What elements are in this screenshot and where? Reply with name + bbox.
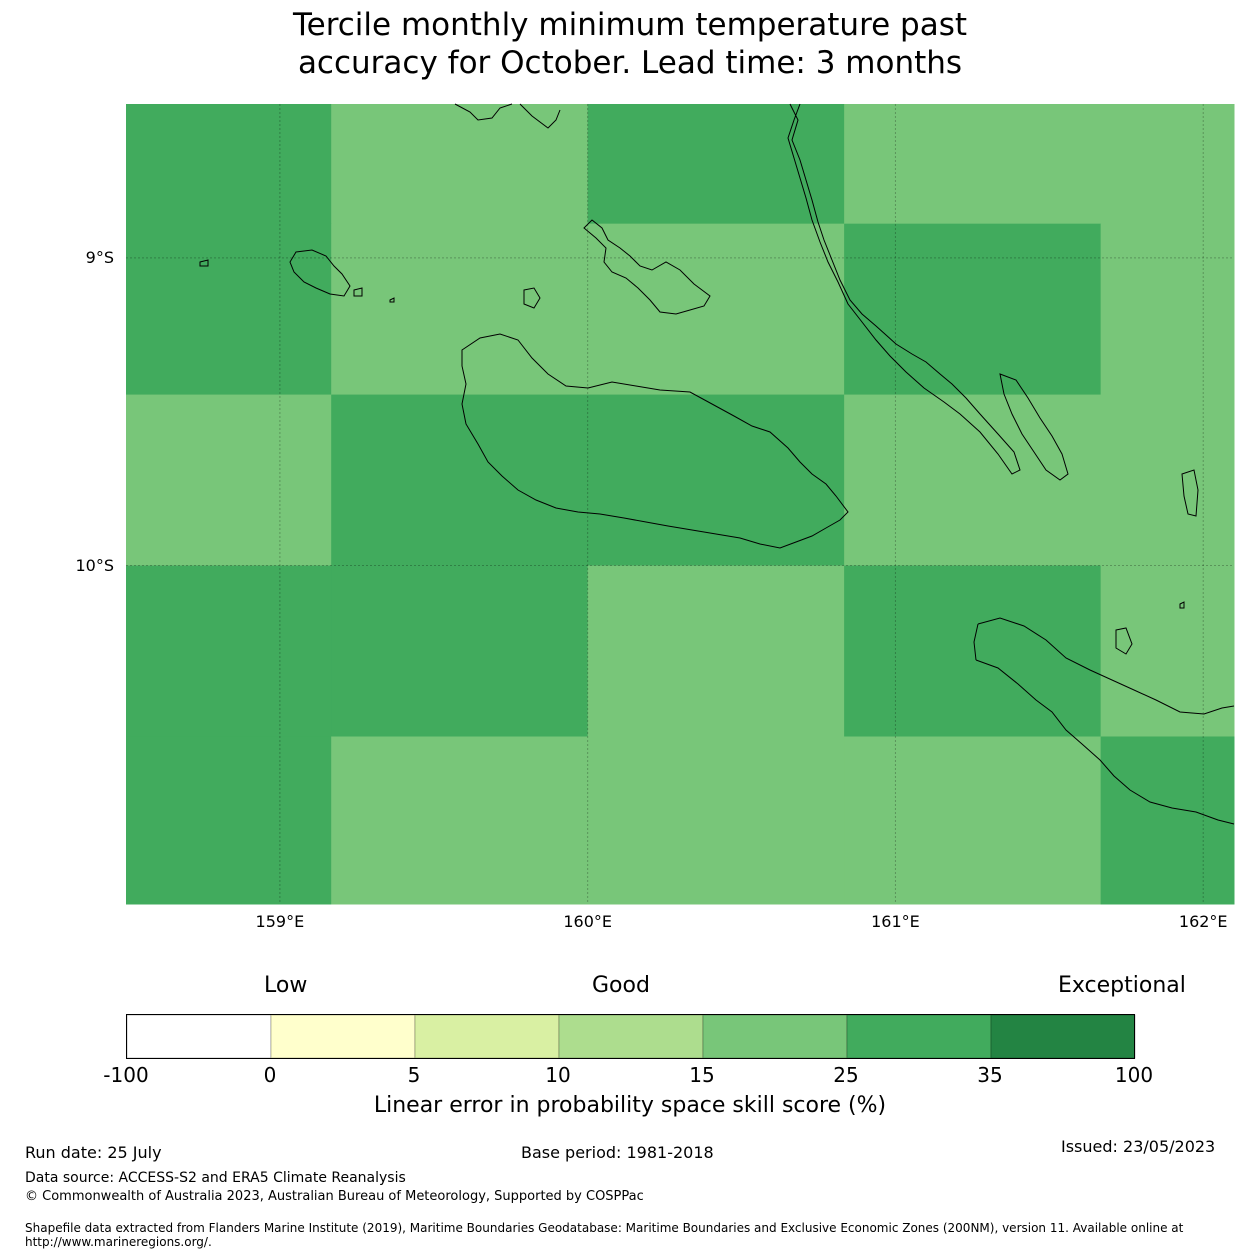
grid-cell: [1100, 736, 1235, 905]
grid-cell: [587, 104, 845, 225]
colorbar-tick-label: 0: [263, 1063, 277, 1087]
issued-date: Issued: 23/05/2023: [1061, 1137, 1216, 1156]
y-tick-label: 10°S: [75, 555, 114, 575]
colorbar-segment: [990, 1014, 1136, 1059]
grid-cell: [331, 736, 589, 905]
grid-cell: [331, 223, 589, 396]
colorbar-tick-label: 15: [689, 1063, 715, 1087]
shapefile-credit: Shapefile data extracted from Flanders M…: [25, 1221, 1184, 1249]
x-tick-label: 161°E: [871, 912, 920, 931]
colorbar-category-exceptional: Exceptional: [1058, 973, 1186, 998]
colorbar-tick-label: 100: [1114, 1063, 1154, 1087]
colorbar-segment: [702, 1014, 848, 1059]
x-tick-label: 159°E: [255, 912, 305, 931]
grid-cell: [587, 394, 845, 567]
grid-cell: [126, 394, 332, 567]
colorbar-segment: [414, 1014, 560, 1059]
y-tick-label: 9°S: [85, 247, 114, 267]
colorbar: [126, 1014, 1136, 1059]
grid-cell: [587, 736, 845, 905]
grid-cell: [587, 565, 845, 737]
grid-cell: [331, 565, 589, 737]
coastline-islet: [523, 287, 541, 309]
data-source: Data source: ACCESS-S2 and ERA5 Climate …: [25, 1170, 406, 1186]
base-period: Base period: 1981-2018: [521, 1143, 714, 1162]
map: [126, 103, 1235, 905]
grid-cell: [126, 223, 332, 396]
grid-cell: [126, 736, 332, 905]
coastline-isabel: [454, 103, 561, 129]
colorbar-category-low: Low: [264, 973, 308, 998]
coastline-guadalcanal: [461, 333, 849, 549]
colorbar-segment: [846, 1014, 992, 1059]
grid-cell: [844, 565, 1102, 737]
colorbar-segment: [558, 1014, 704, 1059]
colorbar-tick-label: -100: [103, 1063, 149, 1087]
coastline-central: [583, 219, 711, 315]
coastline-tiny-1: [199, 259, 209, 267]
colorbar-frame: [126, 1014, 1135, 1059]
grid-cell: [126, 565, 332, 737]
coastline-malaita: [999, 373, 1069, 481]
x-tick-label: 162°E: [1178, 912, 1228, 931]
grid-cell: [844, 223, 1102, 396]
coastline-south-islet: [1115, 627, 1133, 655]
x-tick-label: 160°E: [563, 912, 612, 931]
coastline: [199, 103, 1235, 825]
grid-cell: [1100, 223, 1235, 396]
colorbar-tick-label: 10: [545, 1063, 571, 1087]
coastline-east-islet: [1181, 469, 1199, 517]
coastline-tiny-3: [389, 297, 395, 303]
copyright: © Commonwealth of Australia 2023, Austra…: [25, 1189, 644, 1204]
colorbar-tick-label: 25: [833, 1063, 859, 1087]
grid-cell: [1100, 565, 1235, 737]
coastline-tiny-2: [353, 287, 363, 297]
colorbar-tick-label: 35: [977, 1063, 1003, 1087]
run-date: Run date: 25 July: [25, 1143, 162, 1162]
grid-cell: [126, 104, 332, 225]
graticule: [126, 104, 1234, 904]
grid-cell: [331, 104, 589, 225]
coastline-south-islet-2: [1179, 601, 1185, 609]
page-title: Tercile monthly minimum temperature past…: [292, 7, 968, 81]
grid-cell: [587, 223, 845, 396]
grid-cell: [844, 104, 1102, 225]
grid-cell: [844, 394, 1102, 567]
grid-cell: [331, 394, 589, 567]
grid-cell: [1100, 104, 1235, 225]
coastline-west-islands: [289, 249, 351, 297]
colorbar-category-good: Good: [592, 973, 650, 998]
colorbar-segment: [126, 1014, 272, 1059]
skill-grid: [126, 104, 1235, 905]
grid-cell: [1100, 394, 1235, 567]
grid-cell: [844, 736, 1102, 905]
coastline-makira: [973, 617, 1235, 825]
coastline-isabel-east: [787, 103, 1021, 475]
colorbar-label: Linear error in probability space skill …: [373, 1093, 887, 1118]
colorbar-segment: [270, 1014, 416, 1059]
colorbar-tick-label: 5: [407, 1063, 421, 1087]
